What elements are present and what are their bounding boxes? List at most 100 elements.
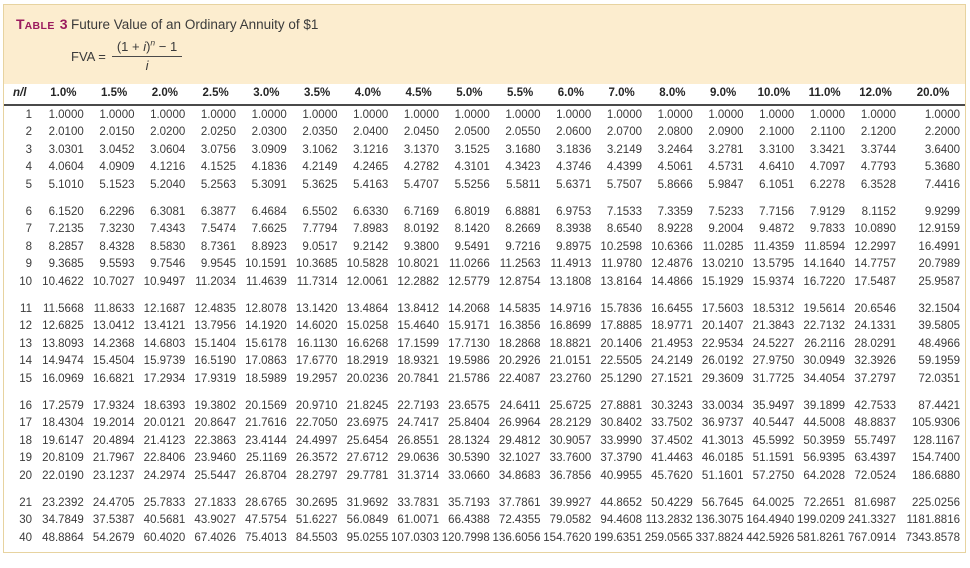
table-cell: 22.4087 [498,372,541,385]
table-cell: 1181.8816 [906,514,960,526]
table-cell: 95.0255 [346,531,389,544]
table-cell: 59.1959 [918,355,960,367]
table-cell: 9.4872 [759,223,795,235]
table-cell: 23.1237 [92,469,135,482]
table-cell: 2.1100 [810,126,845,138]
table-cell: 12.0061 [346,275,389,288]
table-row: 17 18.4304 19.2014 20.0121 20.8647 21.7616 22.… [4,415,965,433]
table-row: 12 12.6825 13.0412 13.4121 13.7956 14.1920 14.… [4,318,965,336]
table-cell: 30.3243 [651,399,693,412]
table-row: 18 19.6147 20.4894 21.4123 22.3863 23.4144 24.… [4,432,965,450]
table-cell: 6.6330 [353,205,389,218]
table-cell: 2.0400 [353,126,389,138]
table-cell: 35.7193 [448,496,490,509]
table-cell: 29.4812 [498,434,541,447]
table-cell: 56.0849 [346,514,389,526]
table-cell: 15.9374 [752,275,795,288]
table-cell: 7.1533 [606,205,642,218]
table-cell: 8.8923 [251,240,287,253]
table-cell: 10.6366 [651,240,693,253]
table-cell: 2.1200 [860,126,896,138]
table-cell: 12.2882 [397,275,439,288]
table-cell: 6.3877 [200,205,236,218]
table-cell: 1.0000 [708,108,744,121]
table-cell: 24.4705 [92,496,135,509]
table-cell: 10.7027 [92,275,135,288]
table-cell: 39.9927 [549,496,592,509]
table-cell: 14.4866 [651,275,693,288]
table-cell: 33.0660 [448,469,490,482]
table-cell: 6.5502 [302,205,338,218]
table-cell: 17.1599 [397,337,439,350]
table-cell: 5.1523 [99,178,135,191]
table-row: 10 10.4622 10.7027 10.9497 11.2034 11.4639 11.… [4,273,965,291]
table-cell: 11.5668 [43,302,84,315]
table-cell: 7.5233 [708,205,744,218]
table-row: 6 6.1520 6.2296 6.3081 6.3877 6.4684 6.5502 6.6… [4,194,965,221]
table-cell: 23.2760 [549,372,592,385]
table-cell: 23.9460 [194,452,236,464]
column-header: 4.5% [393,84,444,106]
table-cell: 25.1290 [600,372,642,385]
table-cell: 7.2135 [48,223,84,235]
table-cell: 13.5795 [752,258,795,270]
table-cell: 8.9228 [657,223,693,235]
table-cell: 17.0863 [245,355,287,367]
row-number-cell: 4 [25,161,32,173]
table-cell: 54.2679 [92,531,135,544]
table-cell: 5.5811 [506,178,541,191]
table-cell: 47.5754 [245,514,287,526]
table-cell: 17.6770 [295,355,338,367]
table-cell: 1.0000 [454,108,490,121]
table-cell: 50.4229 [651,496,693,509]
table-cell: 37.4502 [651,434,693,447]
table-cell: 28.1324 [448,434,490,447]
table-cell: 5.5256 [454,178,490,191]
table-cell: 3.1216 [353,143,389,156]
table-cell: 33.7502 [651,417,693,429]
row-number-cell: 10 [19,275,32,288]
table-row: 8 8.2857 8.4328 8.5830 8.7361 8.8923 9.0517 9.2… [4,238,965,256]
table-cell: 55.7497 [854,434,896,447]
table-cell: 26.8551 [397,434,439,447]
table-cell: 72.4355 [498,514,541,526]
table-cell: 2.1000 [759,126,795,138]
table-cell: 35.9497 [752,399,795,412]
table-cell: 128.1167 [912,434,960,447]
table-cell: 15.9171 [448,320,490,332]
table-cell: 12.6825 [42,320,84,332]
table-cell: 20.9710 [295,399,338,412]
table-cell: 79.0582 [549,514,592,526]
table-cell: 3.2149 [606,143,642,156]
row-number-cell: 15 [19,372,32,385]
table-cell: 17.9319 [194,372,236,385]
table-cell: 51.1591 [752,452,795,464]
table-cell: 19.3802 [194,399,236,412]
table-cell: 3.0301 [48,143,84,156]
table-cell: 11.7314 [296,275,338,288]
table-cell: 23.2392 [42,496,84,509]
table-label-rest: ABLE [24,20,55,32]
table-row: 16 17.2579 17.9324 18.6393 19.3802 20.1569 20.… [4,388,965,415]
table-cell: 30.9057 [549,434,592,447]
table-cell: 24.1331 [854,320,896,332]
table-cell: 10.2598 [600,240,642,253]
table-row: 21 23.2392 24.4705 25.7833 27.1833 28.6765 30.… [4,485,965,512]
table-cell: 72.2651 [803,496,845,509]
table-cell: 199.6351 [594,531,642,544]
table-cell: 22.7050 [295,417,338,429]
table-row: 13 13.8093 14.2368 14.6803 15.1404 15.6178 16.… [4,335,965,353]
table-cell: 41.3013 [701,434,744,447]
table-cell: 9.3800 [403,240,439,253]
table-cell: 19.2014 [92,417,135,429]
table-cell: 15.1404 [194,337,236,350]
table-cell: 14.2068 [448,302,490,315]
formula-fraction: (1 + i)n − 1 i [111,38,183,73]
table-cell: 28.2129 [549,417,592,429]
table-cell: 11.0266 [449,258,490,270]
table-cell: 12.8078 [245,302,287,315]
table-cell: 22.9534 [701,337,744,350]
table-cell: 48.4966 [918,337,960,350]
table-cell: 44.5008 [803,417,845,429]
table-cell: 25.1169 [246,452,287,464]
